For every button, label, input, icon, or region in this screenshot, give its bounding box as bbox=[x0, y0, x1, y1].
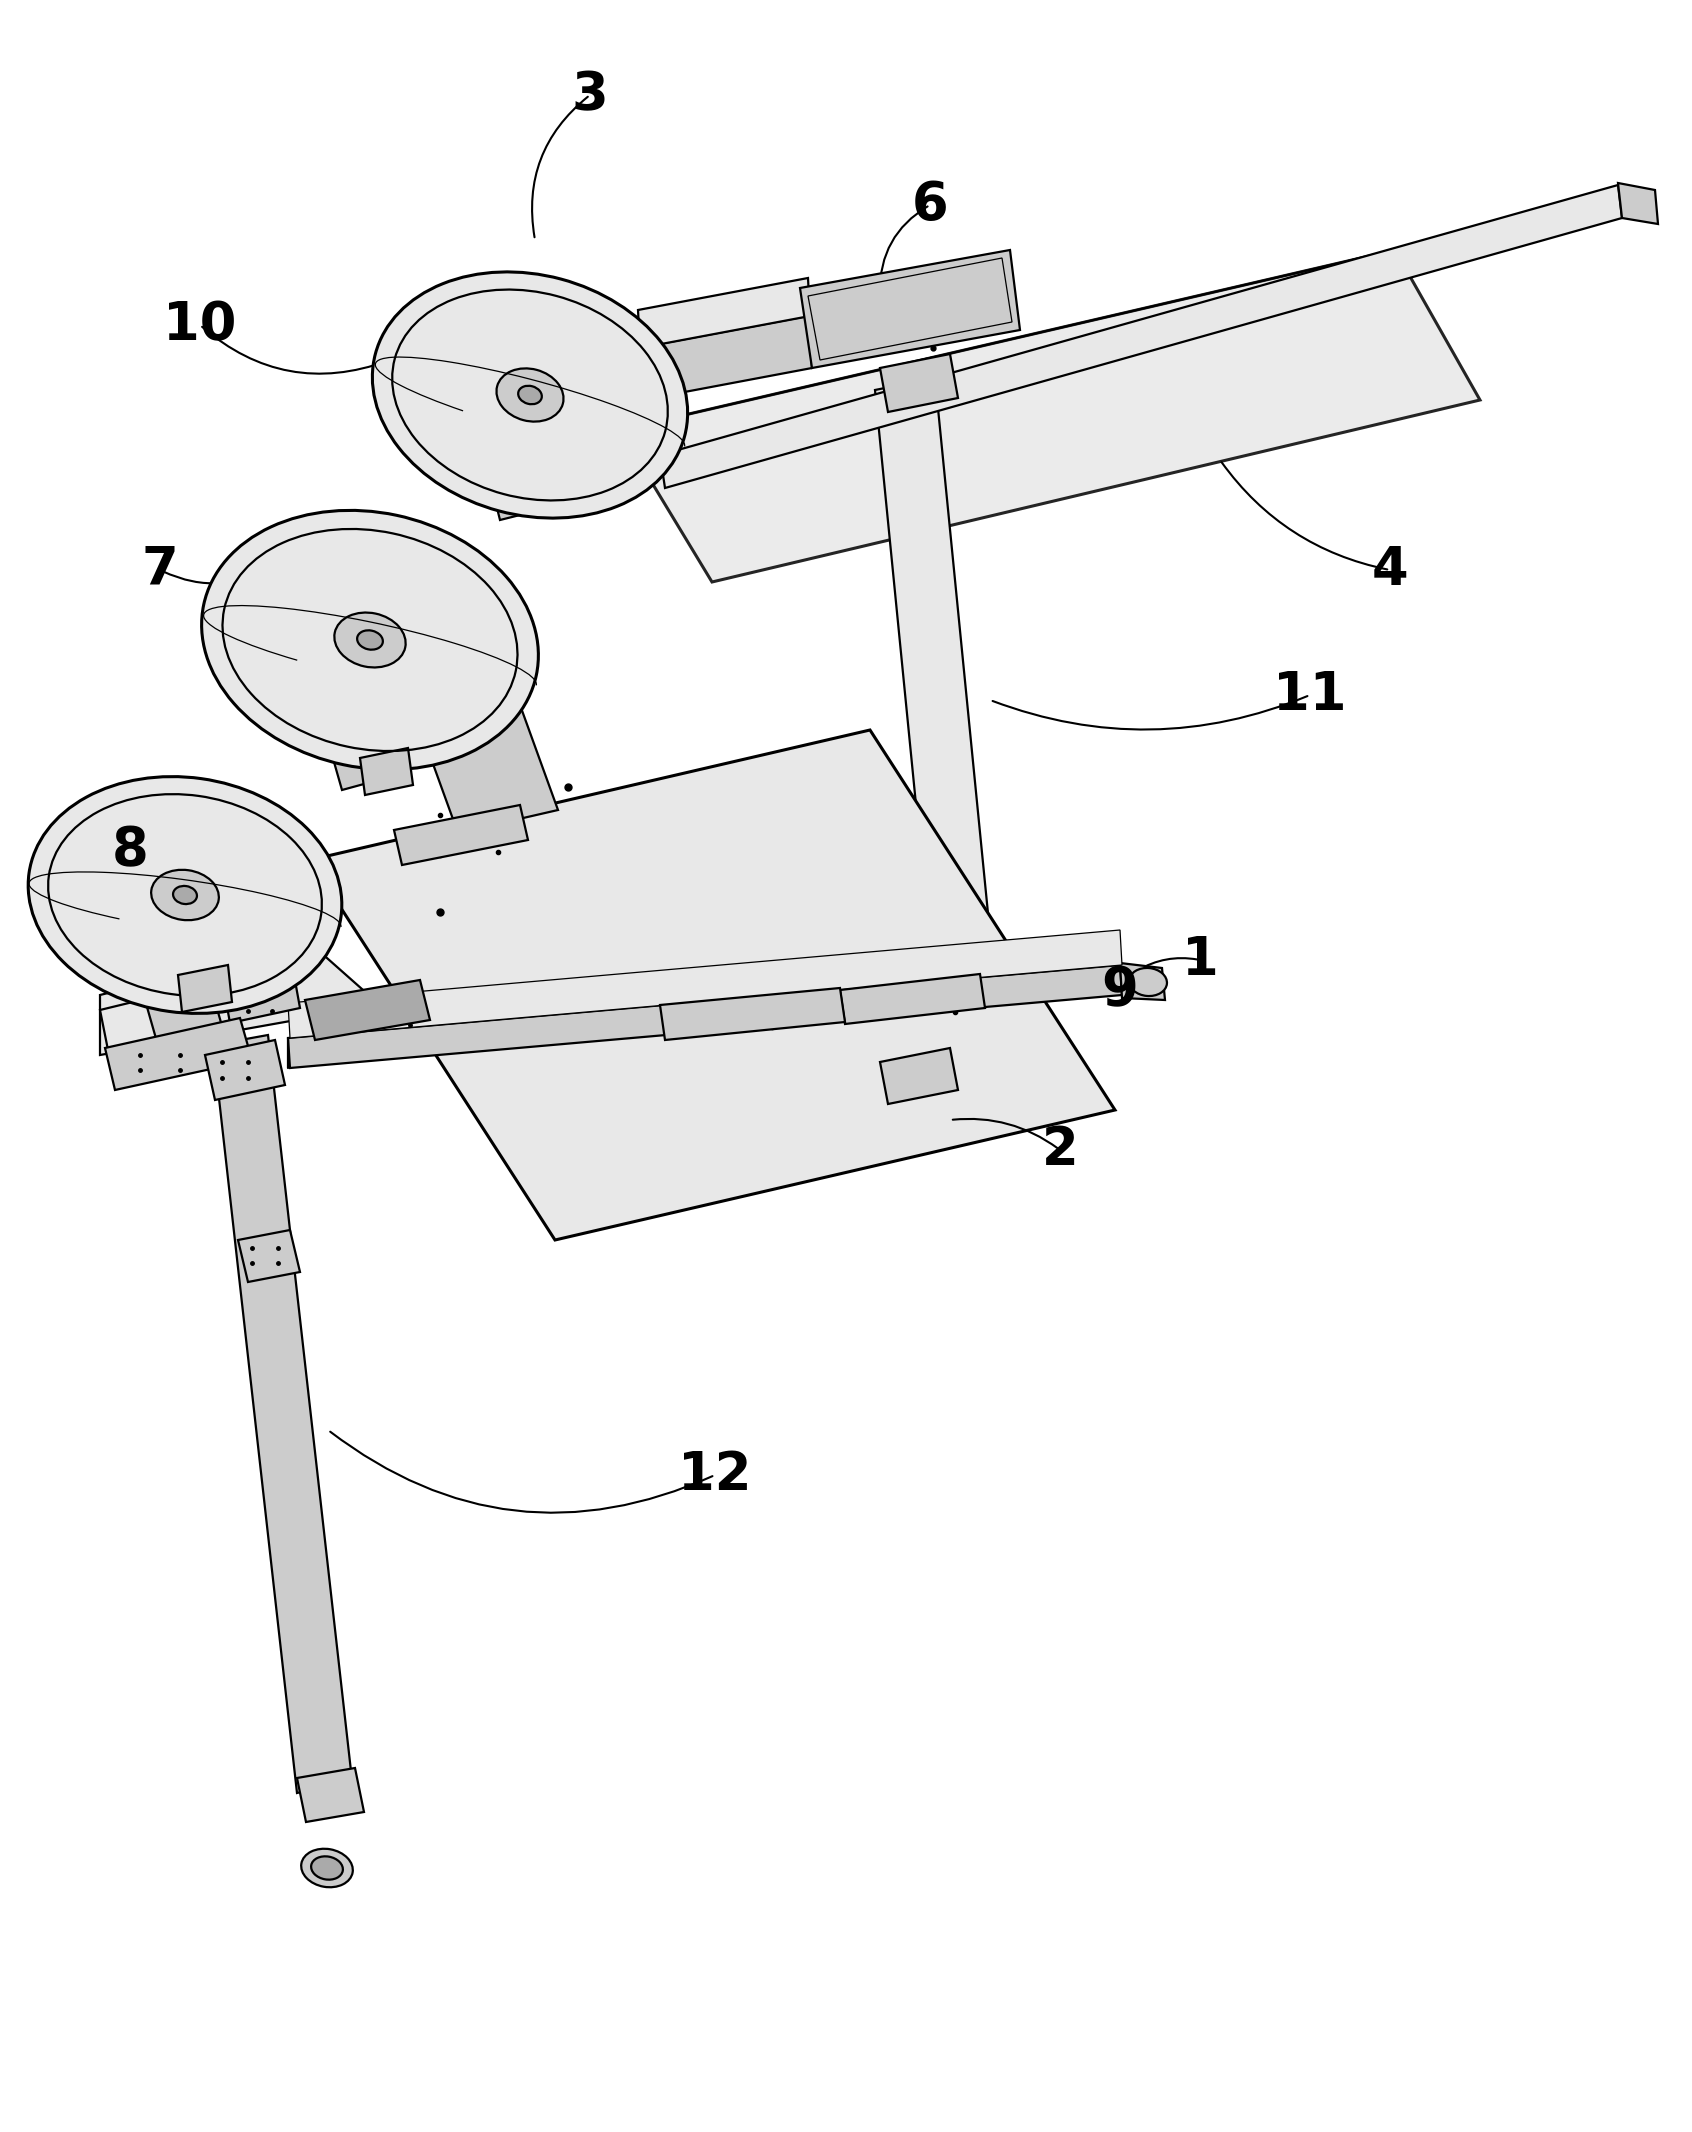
Text: 3: 3 bbox=[572, 68, 609, 122]
Polygon shape bbox=[100, 966, 294, 1049]
Ellipse shape bbox=[496, 369, 563, 422]
Ellipse shape bbox=[335, 612, 406, 667]
Polygon shape bbox=[220, 953, 299, 1023]
Polygon shape bbox=[638, 316, 812, 401]
Polygon shape bbox=[310, 729, 1115, 1241]
Text: 10: 10 bbox=[164, 298, 237, 352]
Ellipse shape bbox=[173, 887, 196, 904]
Ellipse shape bbox=[301, 1848, 354, 1887]
Text: 4: 4 bbox=[1372, 544, 1408, 597]
Text: 2: 2 bbox=[1042, 1124, 1078, 1177]
Polygon shape bbox=[105, 1017, 252, 1089]
Polygon shape bbox=[288, 930, 1122, 1038]
Ellipse shape bbox=[372, 273, 687, 518]
Polygon shape bbox=[800, 249, 1020, 369]
Polygon shape bbox=[305, 981, 430, 1040]
Polygon shape bbox=[880, 1049, 958, 1104]
Polygon shape bbox=[146, 985, 222, 1043]
Polygon shape bbox=[100, 942, 381, 1055]
Text: 11: 11 bbox=[1274, 669, 1347, 721]
Ellipse shape bbox=[311, 1857, 343, 1880]
Polygon shape bbox=[660, 987, 844, 1040]
Polygon shape bbox=[1618, 183, 1658, 224]
Polygon shape bbox=[638, 277, 810, 348]
Text: 12: 12 bbox=[678, 1450, 751, 1501]
Ellipse shape bbox=[1129, 968, 1167, 996]
Polygon shape bbox=[619, 249, 1480, 582]
Polygon shape bbox=[839, 974, 985, 1023]
Polygon shape bbox=[213, 1034, 352, 1793]
Polygon shape bbox=[420, 706, 558, 834]
Polygon shape bbox=[178, 966, 232, 1013]
Polygon shape bbox=[239, 1230, 299, 1281]
Polygon shape bbox=[288, 966, 1122, 1068]
Polygon shape bbox=[205, 1040, 284, 1100]
Text: 6: 6 bbox=[912, 179, 949, 230]
Text: 8: 8 bbox=[112, 823, 149, 876]
Polygon shape bbox=[298, 1767, 364, 1823]
Ellipse shape bbox=[151, 870, 218, 921]
Ellipse shape bbox=[201, 510, 538, 770]
Polygon shape bbox=[1120, 964, 1166, 1000]
Polygon shape bbox=[360, 748, 413, 795]
Polygon shape bbox=[330, 729, 408, 791]
Text: 1: 1 bbox=[1181, 934, 1218, 985]
Polygon shape bbox=[875, 377, 1005, 1098]
Polygon shape bbox=[660, 185, 1623, 488]
Polygon shape bbox=[491, 463, 572, 520]
Ellipse shape bbox=[29, 776, 342, 1013]
Text: 9: 9 bbox=[1101, 964, 1139, 1017]
Polygon shape bbox=[880, 354, 958, 411]
Polygon shape bbox=[523, 461, 575, 507]
Polygon shape bbox=[394, 806, 528, 866]
Text: 7: 7 bbox=[142, 544, 178, 597]
Ellipse shape bbox=[357, 631, 382, 650]
Ellipse shape bbox=[518, 386, 541, 405]
